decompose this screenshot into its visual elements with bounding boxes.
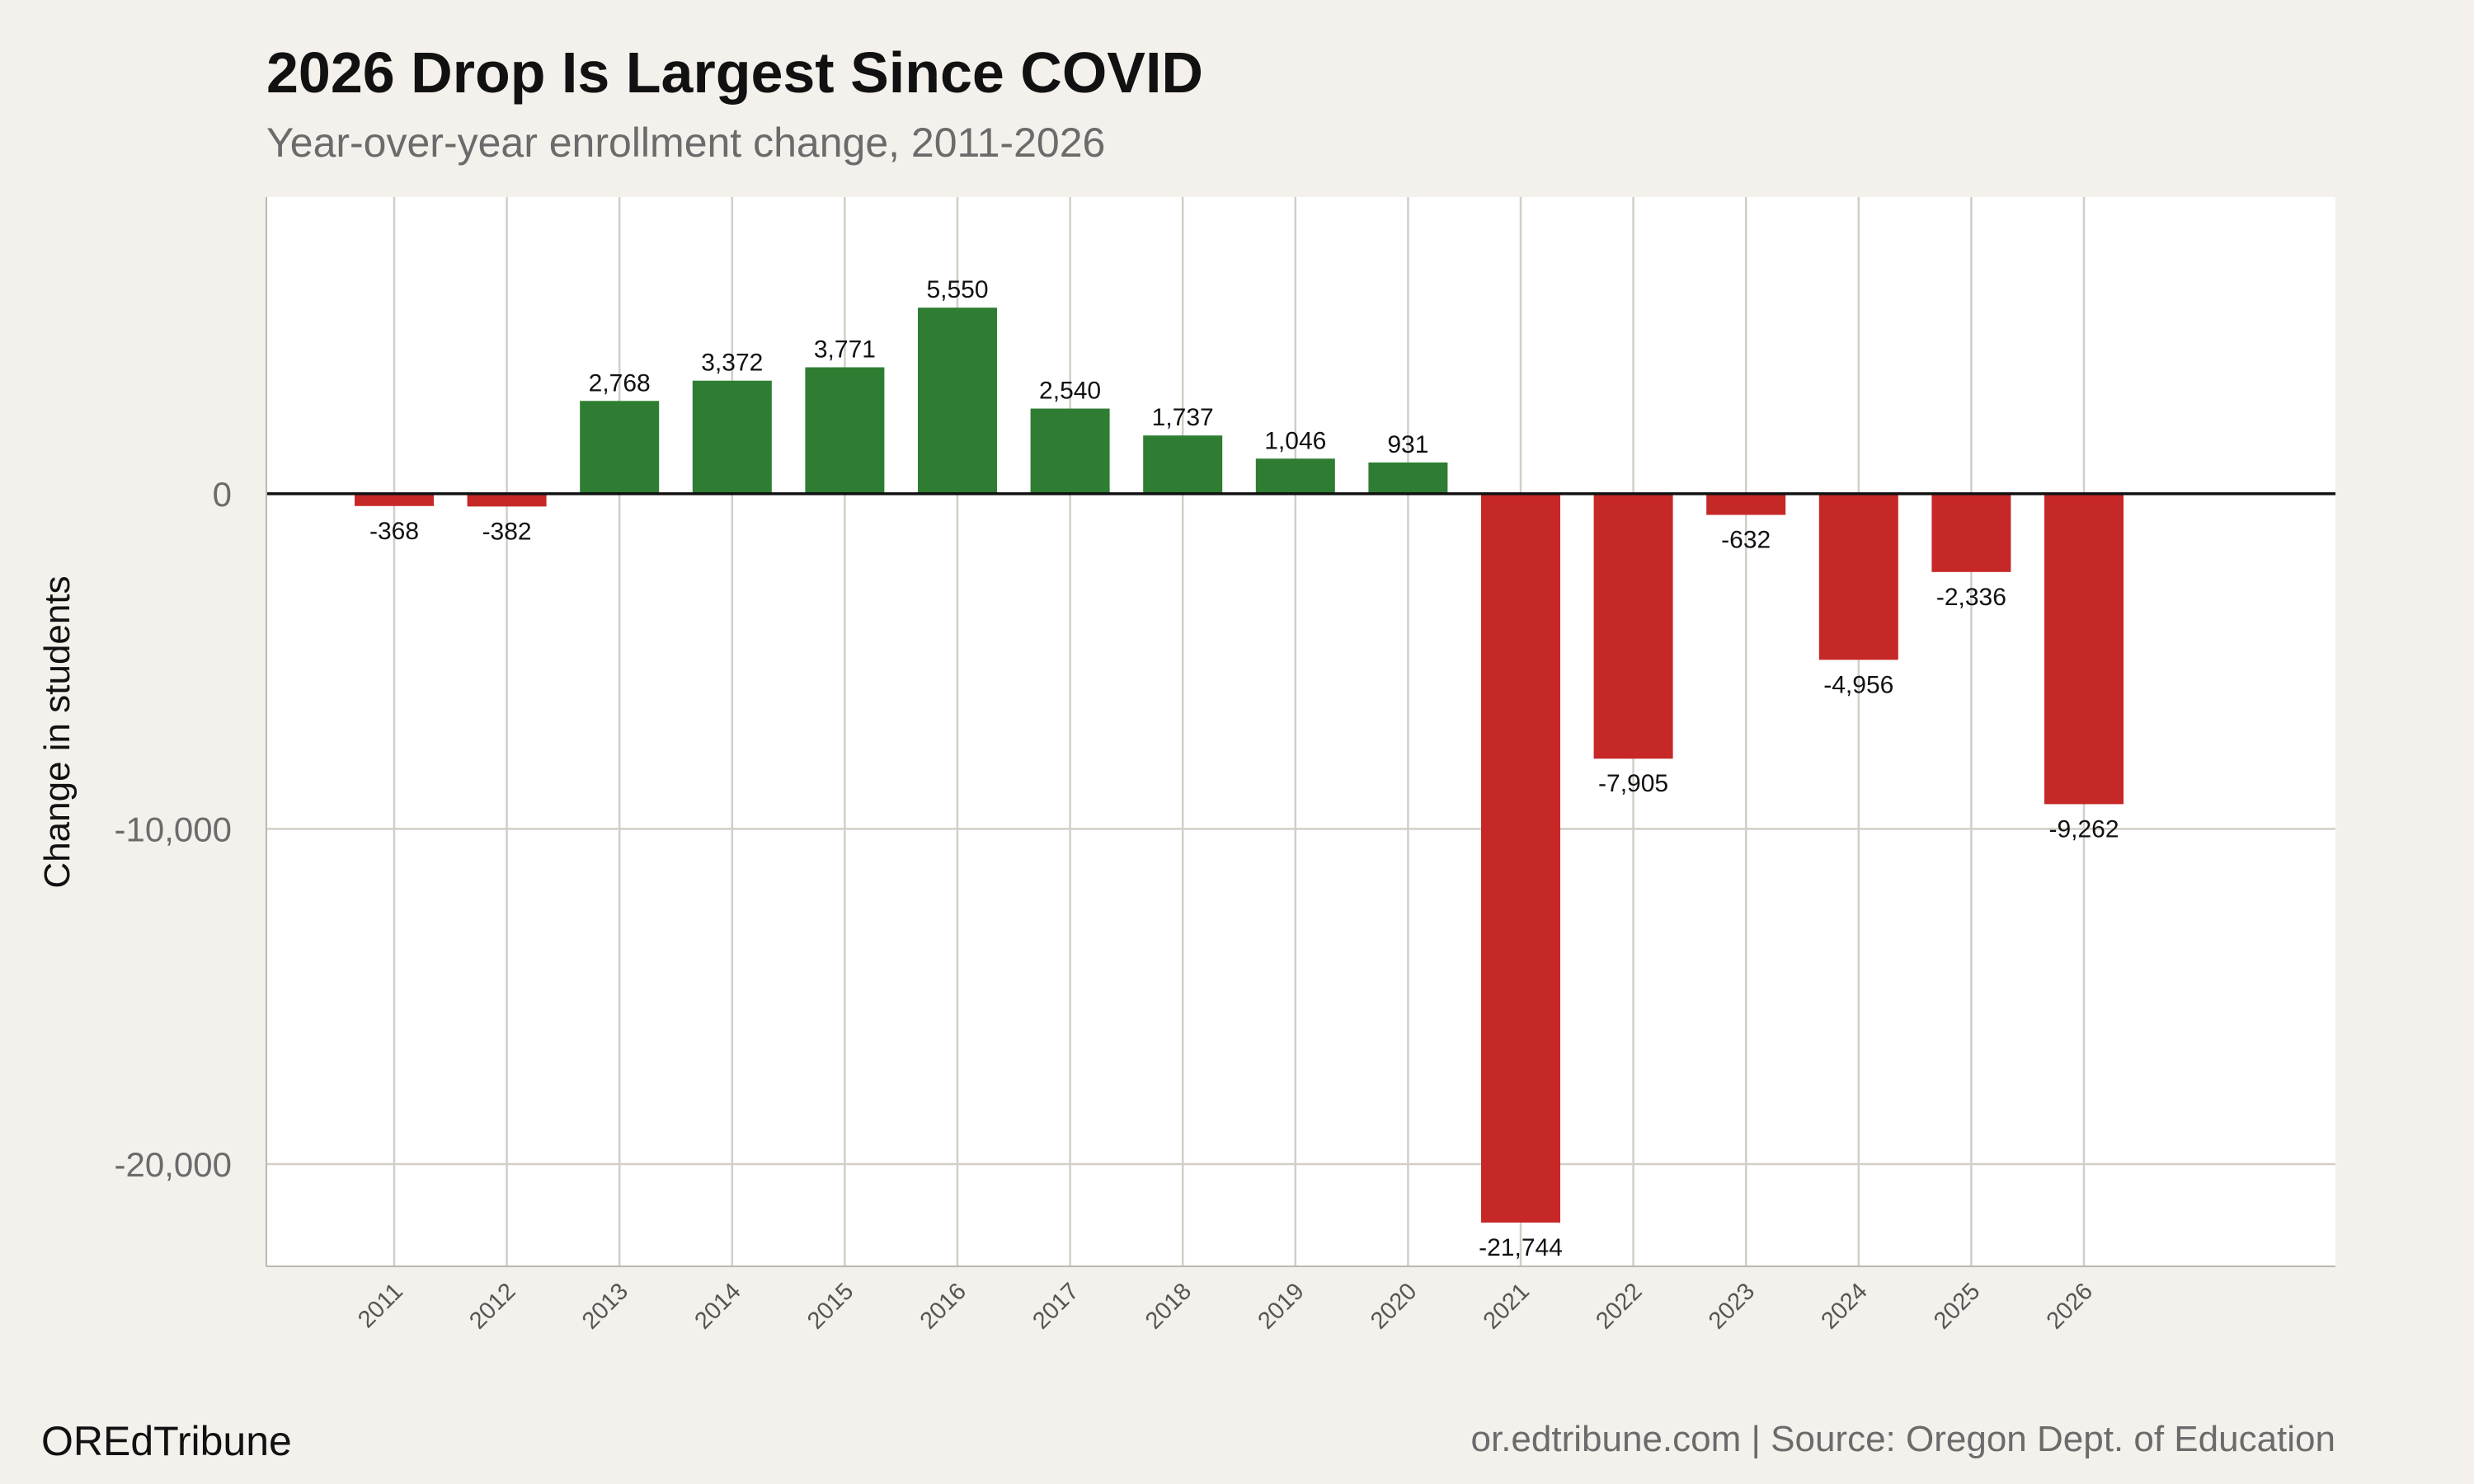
bar-label-2019: 1,046 — [1264, 427, 1326, 454]
bar-2021 — [1481, 493, 1560, 1223]
bar-2022 — [1593, 493, 1673, 759]
bar-label-2012: -382 — [482, 518, 532, 545]
bar-labels: -368 -382 2,768 3,372 3,771 5,550 2,540 1,737 1,… — [369, 276, 2119, 1261]
bar-2012 — [467, 493, 547, 507]
bar-label-2022: -7,905 — [1598, 770, 1668, 797]
bar-label-2026: -9,262 — [2048, 815, 2119, 843]
bar-2013 — [580, 401, 660, 494]
bar-label-2017: 2,540 — [1039, 378, 1101, 405]
bar-2016 — [918, 308, 997, 494]
bar-label-2016: 5,550 — [926, 276, 988, 303]
bar-label-2014: 3,372 — [701, 350, 763, 377]
bar-label-2013: 2,768 — [589, 369, 651, 397]
brand-logo-text: OREdTribune — [41, 1418, 292, 1464]
bar-label-2021: -21,744 — [1479, 1234, 1563, 1261]
plot-panel — [266, 197, 2335, 1266]
source-credit: or.edtribune.com | Source: Oregon Dept. … — [1471, 1419, 2335, 1459]
bar-2019 — [1255, 458, 1335, 494]
y-axis-title: Change in students — [37, 575, 78, 888]
bars — [355, 308, 2124, 1223]
y-tick-labels: 0 -10,000 -20,000 — [115, 475, 232, 1184]
chart-subtitle: Year-over-year enrollment change, 2011-2… — [266, 120, 1105, 166]
bar-2024 — [1818, 493, 1898, 660]
bar-label-2025: -2,336 — [1936, 584, 2006, 611]
bar-label-2020: 931 — [1387, 431, 1428, 458]
bar-2020 — [1368, 462, 1448, 494]
bar-2023 — [1706, 493, 1786, 515]
bar-label-2015: 3,771 — [814, 336, 876, 364]
y-tick-label: -20,000 — [115, 1145, 232, 1184]
bar-label-2023: -632 — [1721, 527, 1771, 554]
bar-2011 — [355, 493, 434, 506]
bar-2018 — [1143, 435, 1223, 494]
y-tick-label: 0 — [213, 475, 232, 514]
y-tick-label: -10,000 — [115, 810, 232, 848]
bar-label-2024: -4,956 — [1823, 671, 1893, 698]
bar-label-2011: -368 — [369, 518, 419, 545]
bar-2017 — [1030, 408, 1110, 494]
bar-2015 — [805, 367, 885, 494]
bar-2026 — [2044, 493, 2124, 805]
bar-label-2018: 1,737 — [1152, 404, 1214, 431]
bar-2025 — [1931, 493, 2011, 572]
bar-2014 — [692, 380, 772, 494]
chart-title: 2026 Drop Is Largest Since COVID — [266, 40, 1203, 105]
